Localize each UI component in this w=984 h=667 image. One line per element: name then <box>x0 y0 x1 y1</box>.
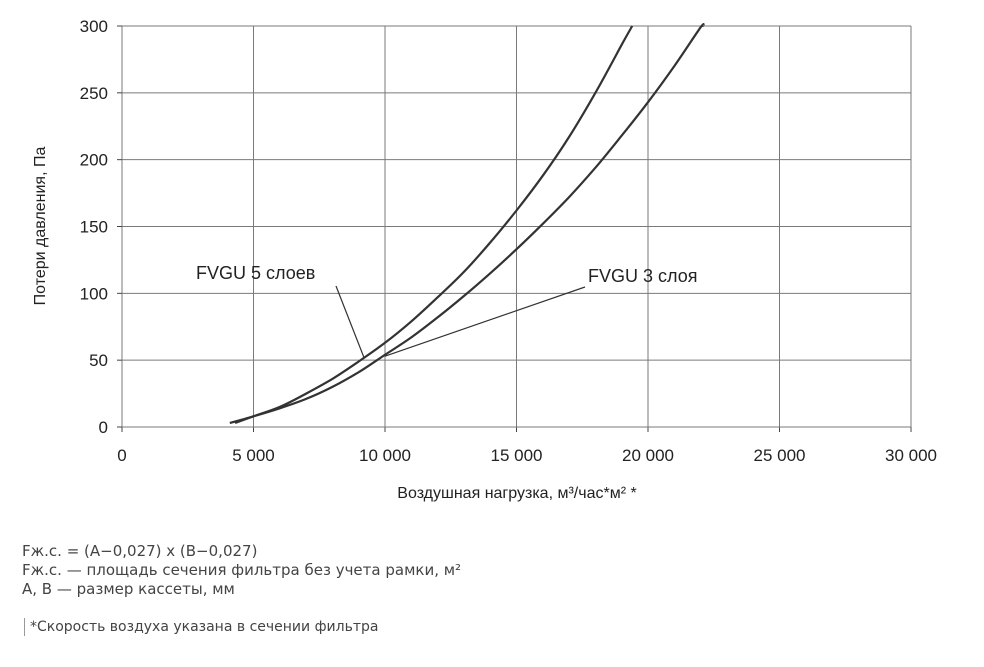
definition-size: A, B — размер кассеты, мм <box>22 580 235 598</box>
footnote: *Скорость воздуха указана в сечении филь… <box>24 618 378 636</box>
series-label-fvgu-3-layers: FVGU 3 слоя <box>588 266 697 286</box>
y-tick-label: 100 <box>80 284 108 303</box>
y-tick-label: 150 <box>80 218 108 237</box>
definition-area: Fж.с. — площадь сечения фильтра без учет… <box>22 561 462 579</box>
x-tick-label: 0 <box>117 446 126 465</box>
leader-line-fvgu-3-layers <box>384 286 586 357</box>
series-line-fvgu-3-layers <box>229 22 705 425</box>
series-line-fvgu-5-layers <box>234 25 634 425</box>
y-tick-label: 250 <box>80 84 108 103</box>
y-tick-label: 0 <box>99 418 108 437</box>
x-tick-label: 10 000 <box>359 446 411 465</box>
x-axis-title: Воздушная нагрузка, м³/час*м² * <box>397 485 636 502</box>
formula-text: Fж.с. = (A−0,027) x (B−0,027) <box>22 542 258 560</box>
y-tick-label: 50 <box>89 351 108 370</box>
y-axis-title: Потери давления, Па <box>32 147 49 306</box>
leader-lines <box>335 285 586 358</box>
formula-notes: Fж.с. = (A−0,027) x (B−0,027) Fж.с. — пл… <box>22 542 461 599</box>
curves <box>229 22 705 425</box>
x-tick-label: 20 000 <box>622 446 674 465</box>
tick-labels: 0 5 000 10 000 15 000 20 000 25 000 30 000 0 50 1… <box>80 17 937 465</box>
y-tick-label: 300 <box>80 17 108 36</box>
series-label-fvgu-5-layers: FVGU 5 слоев <box>196 263 315 283</box>
grid <box>117 25 912 432</box>
y-tick-label: 200 <box>80 151 108 170</box>
x-tick-label: 15 000 <box>491 446 543 465</box>
x-tick-label: 25 000 <box>754 446 806 465</box>
leader-line-fvgu-5-layers <box>335 285 365 358</box>
x-tick-label: 5 000 <box>232 446 275 465</box>
x-tick-label: 30 000 <box>885 446 937 465</box>
